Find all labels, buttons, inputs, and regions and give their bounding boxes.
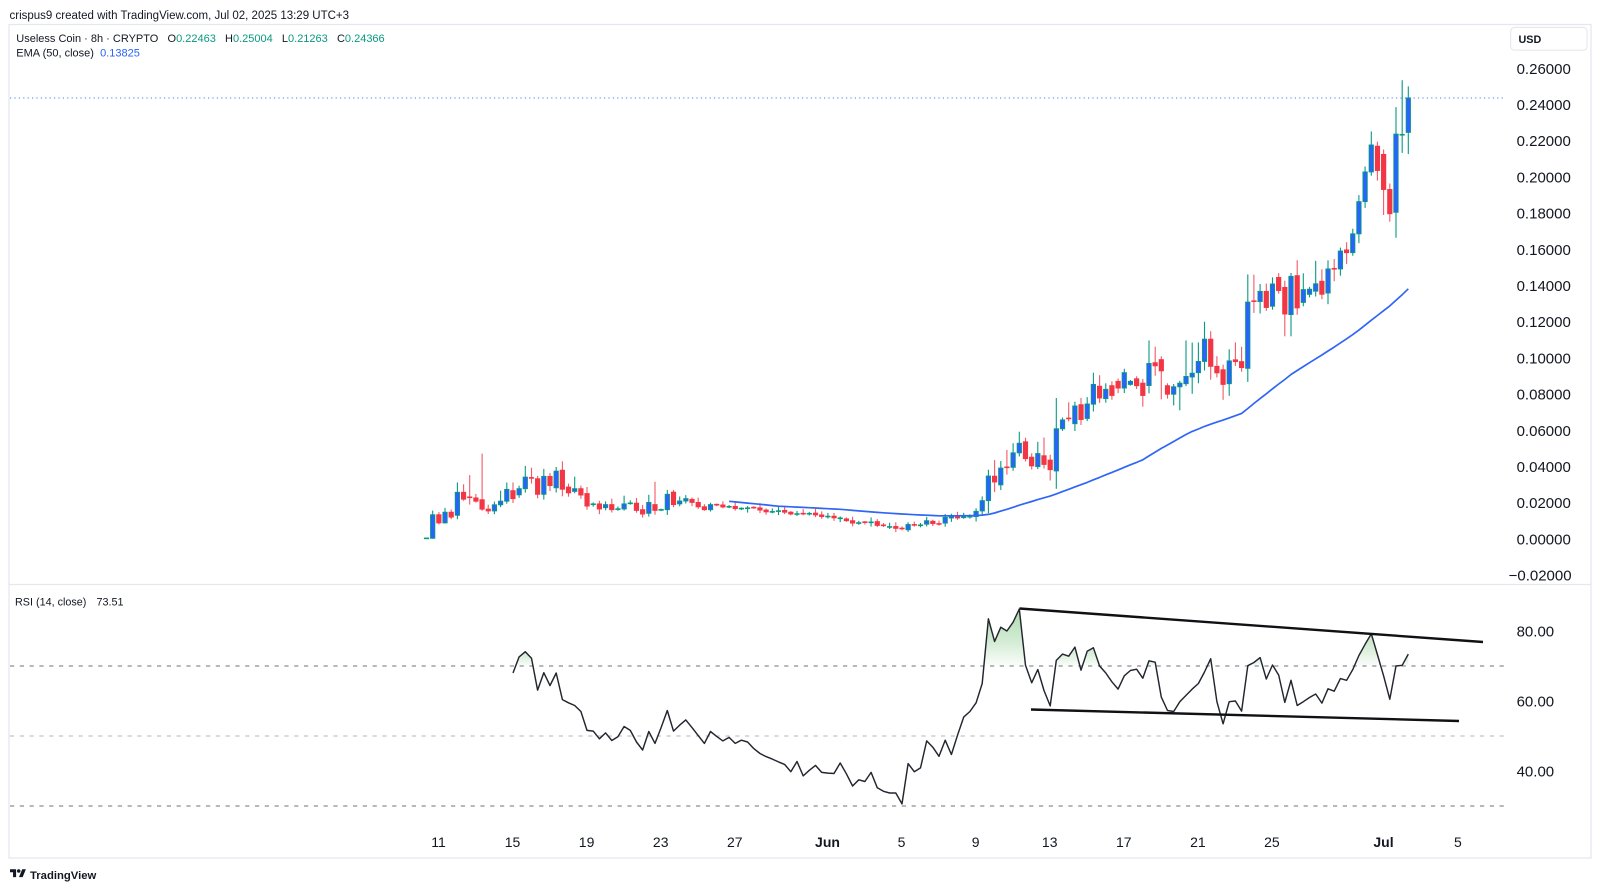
svg-text:40.00: 40.00 <box>1517 763 1555 780</box>
svg-text:5: 5 <box>1454 834 1462 850</box>
svg-text:9: 9 <box>972 834 980 850</box>
svg-text:0.14000: 0.14000 <box>1517 278 1571 295</box>
svg-text:0.12000: 0.12000 <box>1517 314 1571 331</box>
svg-text:0.22000: 0.22000 <box>1517 133 1571 150</box>
svg-text:EMA (50, close) 0.13825: EMA (50, close) 0.13825 <box>16 48 140 60</box>
svg-text:27: 27 <box>727 834 743 850</box>
svg-text:Jun: Jun <box>815 834 840 850</box>
svg-text:0.04000: 0.04000 <box>1517 459 1571 476</box>
svg-text:Useless Coin · 8h · CRYPTO O: Useless Coin · 8h · CRYPTO O0.22463 H0.2… <box>16 33 384 45</box>
svg-text:23: 23 <box>653 834 669 850</box>
svg-text:0.16000: 0.16000 <box>1517 242 1571 259</box>
svg-text:21: 21 <box>1190 834 1206 850</box>
svg-text:−0.02000: −0.02000 <box>1509 568 1572 585</box>
svg-text:15: 15 <box>505 834 521 850</box>
svg-text:0.20000: 0.20000 <box>1517 169 1571 186</box>
svg-text:80.00: 80.00 <box>1517 623 1555 640</box>
svg-text:0.24000: 0.24000 <box>1517 97 1571 114</box>
svg-text:0.00000: 0.00000 <box>1517 531 1571 548</box>
svg-text:73.51: 73.51 <box>97 597 124 609</box>
svg-text:5: 5 <box>898 834 906 850</box>
svg-text:17: 17 <box>1116 834 1132 850</box>
svg-text:25: 25 <box>1264 834 1280 850</box>
svg-text:0.26000: 0.26000 <box>1517 61 1571 78</box>
svg-text:0.06000: 0.06000 <box>1517 423 1571 440</box>
svg-text:Jul: Jul <box>1373 834 1393 850</box>
svg-text:11: 11 <box>431 834 446 850</box>
svg-text:crispus9 created with TradingV: crispus9 created with TradingView.com, J… <box>10 10 350 22</box>
svg-text:60.00: 60.00 <box>1517 693 1555 710</box>
svg-text:13: 13 <box>1042 834 1058 850</box>
svg-text:0.10000: 0.10000 <box>1517 350 1571 367</box>
svg-text:RSI (14, close): RSI (14, close) <box>15 597 86 609</box>
svg-text:0.02000: 0.02000 <box>1517 495 1571 512</box>
svg-text:TradingView: TradingView <box>30 870 97 882</box>
svg-text:19: 19 <box>579 834 595 850</box>
svg-text:USD: USD <box>1519 34 1542 46</box>
svg-text:0.18000: 0.18000 <box>1517 206 1571 223</box>
svg-text:0.08000: 0.08000 <box>1517 387 1571 404</box>
